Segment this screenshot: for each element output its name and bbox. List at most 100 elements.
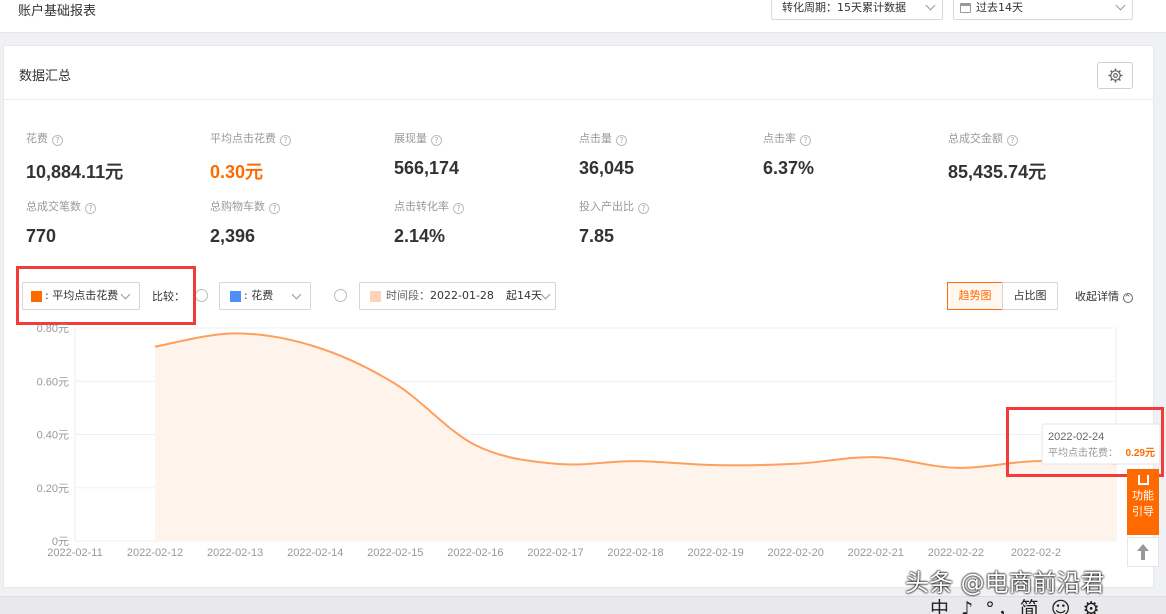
y-tick-label: 0.40元 — [37, 430, 69, 442]
y-tick-label: 0.60元 — [37, 376, 69, 388]
compare-select-value: : 花费 — [244, 289, 274, 302]
metric-value: 10,884.11元 — [26, 162, 124, 182]
date-range-select[interactable]: 过去14天 — [953, 0, 1133, 20]
x-tick-label: 2022-02-18 — [607, 547, 663, 559]
metric-value: 566,174 — [394, 158, 460, 178]
y-tick-label: 0.20元 — [37, 483, 69, 495]
period-radio[interactable] — [334, 289, 347, 302]
guide-label-line1: 功能 — [1132, 489, 1154, 502]
x-tick-label: 2022-02-11 — [47, 547, 102, 559]
metric-item: 点击率? 6.37% — [763, 130, 814, 179]
metric-label: 展现量? — [394, 130, 459, 146]
y-tick-label: 0元 — [52, 536, 69, 548]
settings-button[interactable] — [1097, 62, 1133, 89]
x-tick-label: 2022-02-2 — [1011, 547, 1061, 559]
arrow-up-icon — [1137, 544, 1149, 560]
metric-label: 点击量? — [579, 130, 634, 146]
x-tick-label: 2022-02-16 — [447, 547, 503, 559]
metric-value: 6.37% — [763, 158, 815, 178]
x-tick-label: 2022-02-13 — [207, 547, 263, 559]
help-icon[interactable]: ? — [616, 135, 627, 146]
period-date: 2022-01-28 — [430, 289, 494, 302]
metric-value: 36,045 — [579, 158, 635, 178]
help-icon[interactable]: ? — [280, 135, 291, 146]
area-fill — [155, 333, 1117, 541]
guide-icon — [1137, 475, 1149, 485]
bottom-bar — [0, 596, 1166, 614]
feature-guide-button[interactable]: 功能 引导 — [1127, 469, 1159, 535]
watermark: 头条 @电商前沿君 — [905, 569, 1105, 597]
help-icon[interactable]: ? — [800, 135, 811, 146]
metric-item: 点击量? 36,045 — [579, 130, 634, 179]
conversion-period-select[interactable]: 转化周期：15天累计数据 — [771, 0, 943, 20]
metric-value: 7.85 — [579, 226, 615, 246]
metric-label: 花费? — [26, 130, 123, 146]
series-line — [154, 332, 1117, 469]
metric-value: 85,435.74元 — [948, 162, 1047, 182]
x-tick-label: 2022-02-20 — [768, 547, 824, 559]
metric-color-swatch — [31, 291, 42, 302]
chevron-up-circle-icon: ^ — [1122, 293, 1133, 303]
period-color-swatch — [370, 291, 381, 302]
conversion-period-value: 转化周期：15天累计数据 — [782, 1, 906, 14]
metric-item: 总成交金额? 85,435.74元 — [948, 130, 1046, 184]
metric-value: 2.14% — [394, 226, 446, 246]
help-icon[interactable]: ? — [269, 203, 280, 214]
help-icon[interactable]: ? — [85, 203, 96, 214]
metric-label: 点击转化率? — [394, 198, 464, 214]
help-icon[interactable]: ? — [638, 203, 649, 214]
x-tick-label: 2022-02-14 — [287, 547, 343, 559]
metric-item: 投入产出比? 7.85 — [579, 198, 649, 247]
metric-label: 平均点击花费? — [210, 130, 291, 146]
metric-value: 2,396 — [210, 226, 256, 246]
help-icon[interactable]: ? — [52, 135, 63, 146]
compare-color-swatch — [230, 291, 241, 302]
compare-select[interactable]: : 花费 — [219, 282, 311, 310]
ime-toolbar: 中 ♪ °，简 ☺ ⚙ — [930, 598, 1103, 614]
card-header: 数据汇总 — [4, 46, 1153, 100]
guide-label-line2: 引导 — [1132, 505, 1154, 518]
metric-label: 投入产出比? — [579, 198, 649, 214]
date-range-value: 过去14天 — [976, 1, 1023, 14]
metric-item: 总购物车数? 2,396 — [210, 198, 280, 247]
x-tick-label: 2022-02-17 — [527, 547, 583, 559]
help-icon[interactable]: ? — [431, 135, 442, 146]
highlight-box-metric — [16, 266, 196, 325]
tooltip-date: 2022-02-24 — [1048, 431, 1104, 443]
metric-label: 点击率? — [763, 130, 814, 146]
metric-value: 770 — [26, 226, 57, 246]
tooltip-value: 0.29元 — [1126, 447, 1155, 459]
trend-chart-button[interactable]: 趋势图 — [947, 282, 1003, 310]
collapse-details-link[interactable]: 收起详情 ^ — [1075, 288, 1133, 304]
gear-icon — [1108, 68, 1123, 83]
report-title: 账户基础报表 — [18, 4, 97, 19]
x-tick-label: 2022-02-15 — [367, 547, 423, 559]
metric-item: 展现量? 566,174 — [394, 130, 459, 179]
metric-item: 点击转化率? 2.14% — [394, 198, 464, 247]
period-select[interactable]: 时间段： 2022-01-28 起14天 — [359, 282, 556, 310]
metric-label: 总购物车数? — [210, 198, 280, 214]
x-tick-label: 2022-02-21 — [848, 547, 904, 559]
chart-controls: : 平均点击花费 比较： : 花费 时间段： 2022-01-28 起14天 趋… — [4, 282, 1153, 312]
x-tick-label: 2022-02-22 — [928, 547, 984, 559]
compare-label: 比较： — [152, 290, 185, 303]
x-tick-label: 2022-02-12 — [127, 547, 183, 559]
metric-item: 平均点击花费? 0.30元 — [210, 130, 291, 184]
metric-value: 0.30元 — [210, 162, 264, 182]
card-title: 数据汇总 — [19, 69, 72, 84]
metric-item: 总成交笔数? 770 — [26, 198, 96, 247]
metric-select[interactable]: : 平均点击花费 — [22, 282, 140, 310]
top-bar: 账户基础报表 转化周期：15天累计数据 过去14天 — [0, 0, 1166, 33]
help-icon[interactable]: ? — [1007, 135, 1018, 146]
metric-select-value: : 平均点击花费 — [45, 289, 119, 302]
period-label: 时间段： — [386, 289, 430, 302]
highlight-box-tooltip — [1006, 407, 1164, 477]
back-to-top-button[interactable] — [1127, 537, 1159, 567]
calendar-icon — [960, 3, 971, 13]
help-icon[interactable]: ? — [453, 203, 464, 214]
period-span: 起14天 — [506, 289, 542, 302]
y-tick-label: 0.80元 — [37, 323, 69, 335]
metric-label: 总成交金额? — [948, 130, 1046, 146]
ratio-chart-button[interactable]: 占比图 — [1002, 282, 1058, 310]
